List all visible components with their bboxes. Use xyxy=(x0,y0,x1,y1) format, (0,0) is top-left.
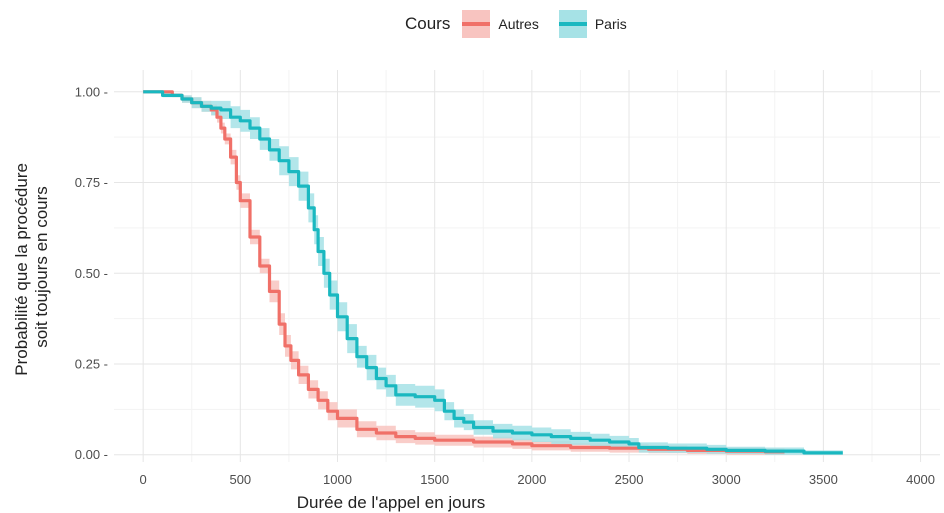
legend-item-autres: Autres xyxy=(462,10,539,38)
x-tick-label: 4000 xyxy=(906,472,935,487)
legend-label-autres: Autres xyxy=(498,16,539,32)
x-tick-label: 3000 xyxy=(712,472,741,487)
x-tick-label: 1500 xyxy=(420,472,449,487)
line-autres xyxy=(143,90,785,454)
y-tick-label: 0.00 - xyxy=(75,447,108,462)
grid xyxy=(114,70,940,462)
x-axis-label: Durée de l'appel en jours xyxy=(297,493,485,512)
legend-line-paris xyxy=(558,22,587,26)
x-tick-label: 3500 xyxy=(809,472,838,487)
y-tick-label: 0.50 - xyxy=(75,266,108,281)
y-tick-label: 1.00 - xyxy=(75,84,108,99)
legend-label-paris: Paris xyxy=(594,16,627,32)
x-axis-ticks: 0 500 1000 1500 2000 2500 3000 3500 4000 xyxy=(140,472,935,487)
legend-title: Cours xyxy=(405,14,451,33)
legend-line-autres xyxy=(462,22,491,26)
legend-item-paris: Paris xyxy=(558,10,627,38)
line-paris xyxy=(143,90,843,455)
y-tick-label: 0.25 - xyxy=(75,357,108,372)
x-tick-label: 2000 xyxy=(517,472,546,487)
legend-key-paris xyxy=(558,10,587,38)
y-axis-label: Probabilité que la procédure soit toujou… xyxy=(12,158,51,375)
y-axis-label-line-2: soit toujours en cours xyxy=(32,186,51,348)
y-axis-ticks: 0.00 - 0.25 - 0.50 - 0.75 - 1.00 - xyxy=(75,84,108,462)
y-axis-label-line-1: Probabilité que la procédure xyxy=(12,163,31,376)
legend-key-autres xyxy=(462,10,491,38)
legend: Cours Autres Paris xyxy=(405,8,641,40)
x-tick-label: 1000 xyxy=(323,472,352,487)
x-tick-label: 2500 xyxy=(615,472,644,487)
x-tick-label: 500 xyxy=(229,472,251,487)
y-tick-label: 0.75 - xyxy=(75,175,108,190)
x-tick-label: 0 xyxy=(140,472,147,487)
series-lines xyxy=(143,90,843,455)
